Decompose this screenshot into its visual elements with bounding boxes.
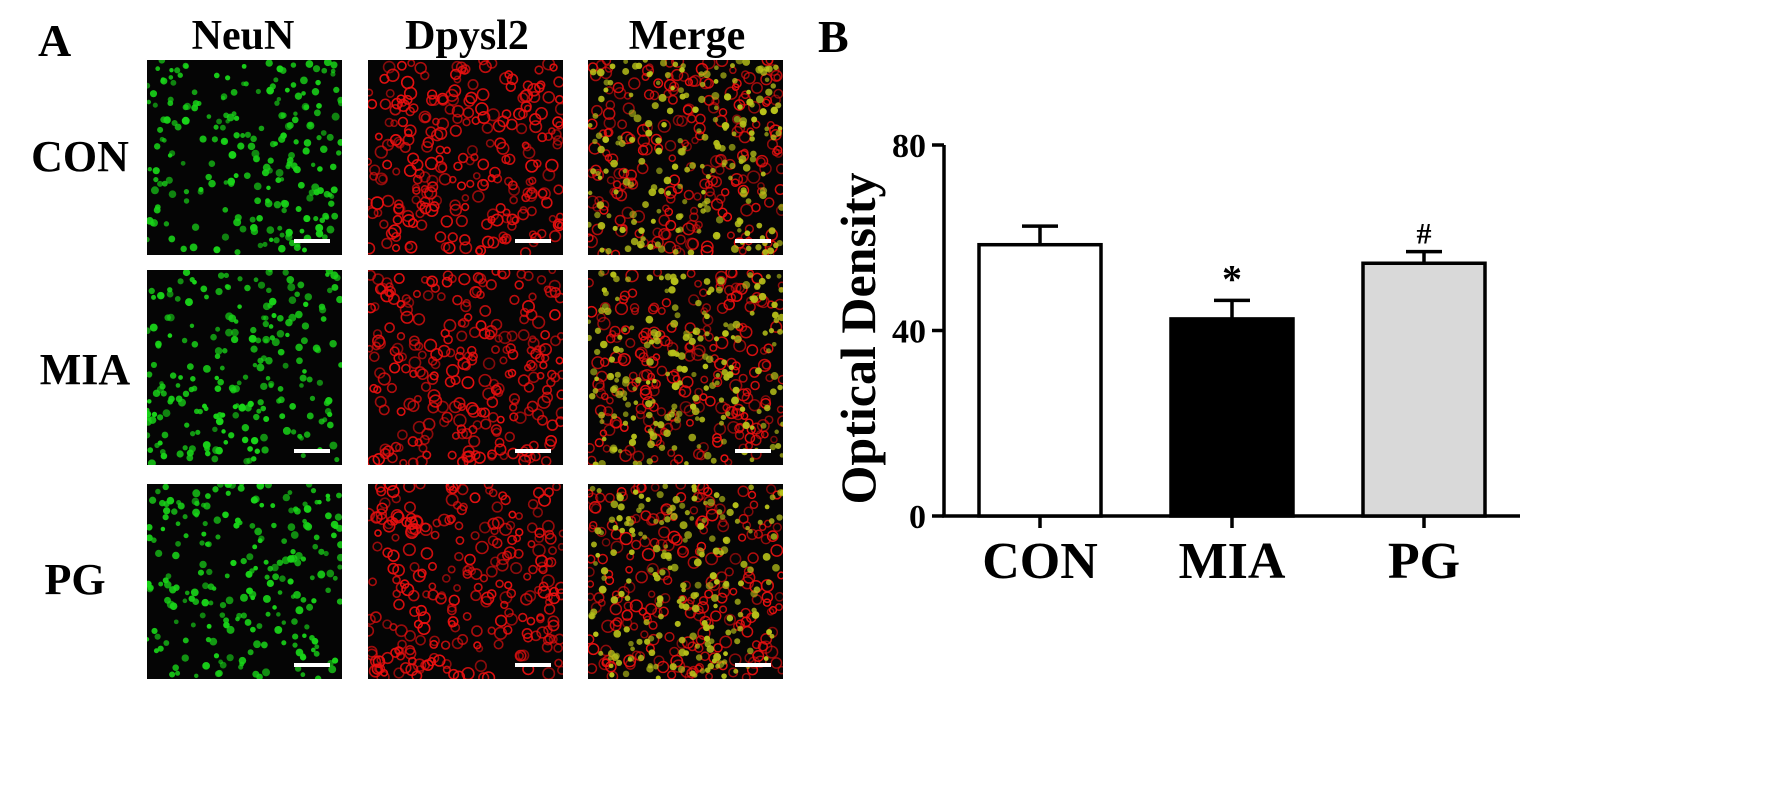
significance-marker: # xyxy=(1417,218,1432,251)
column-header-merge: Merge xyxy=(628,13,746,59)
micrograph-dpysl2-con xyxy=(368,60,563,255)
scale-bar xyxy=(735,663,771,667)
scale-bar xyxy=(294,663,330,667)
micrograph-dpysl2-pg xyxy=(368,484,563,679)
micrograph-neun-con xyxy=(147,60,342,255)
row-label-pg: PG xyxy=(44,555,106,604)
micrograph-neun-pg xyxy=(147,484,342,679)
scale-bar xyxy=(515,239,551,243)
significance-marker: * xyxy=(1222,256,1242,301)
column-header-dpysl2: Dpysl2 xyxy=(405,13,529,59)
micrograph-merge-con xyxy=(588,60,783,255)
x-tick-label-con: CON xyxy=(982,533,1098,590)
bar-con xyxy=(977,242,1103,518)
x-tick-label-pg: PG xyxy=(1388,533,1460,590)
y-tick-label: 40 xyxy=(892,314,926,351)
bar-mia xyxy=(1169,317,1295,518)
scale-bar xyxy=(735,449,771,453)
scale-bar xyxy=(515,449,551,453)
column-header-neun: NeuN xyxy=(191,13,295,59)
scale-bar xyxy=(294,239,330,243)
bar-pg xyxy=(1361,261,1487,518)
microscopy-grid xyxy=(147,60,783,679)
row-label-con: CON xyxy=(31,132,129,181)
y-tick-label: 80 xyxy=(892,128,926,165)
micrograph-neun-mia xyxy=(147,270,342,465)
scale-bar xyxy=(294,449,330,453)
scale-bar xyxy=(735,239,771,243)
panel-a-label: A xyxy=(38,15,72,66)
panel-b-label: B xyxy=(818,11,849,62)
micrograph-merge-pg xyxy=(588,484,783,679)
micrograph-merge-mia xyxy=(588,270,783,465)
micrograph-dpysl2-mia xyxy=(368,270,563,465)
y-axis-label: Optical Density xyxy=(830,173,886,505)
row-label-mia: MIA xyxy=(39,345,131,394)
x-tick-label-mia: MIA xyxy=(1179,533,1286,590)
y-tick-label: 0 xyxy=(909,499,926,536)
scale-bar xyxy=(515,663,551,667)
